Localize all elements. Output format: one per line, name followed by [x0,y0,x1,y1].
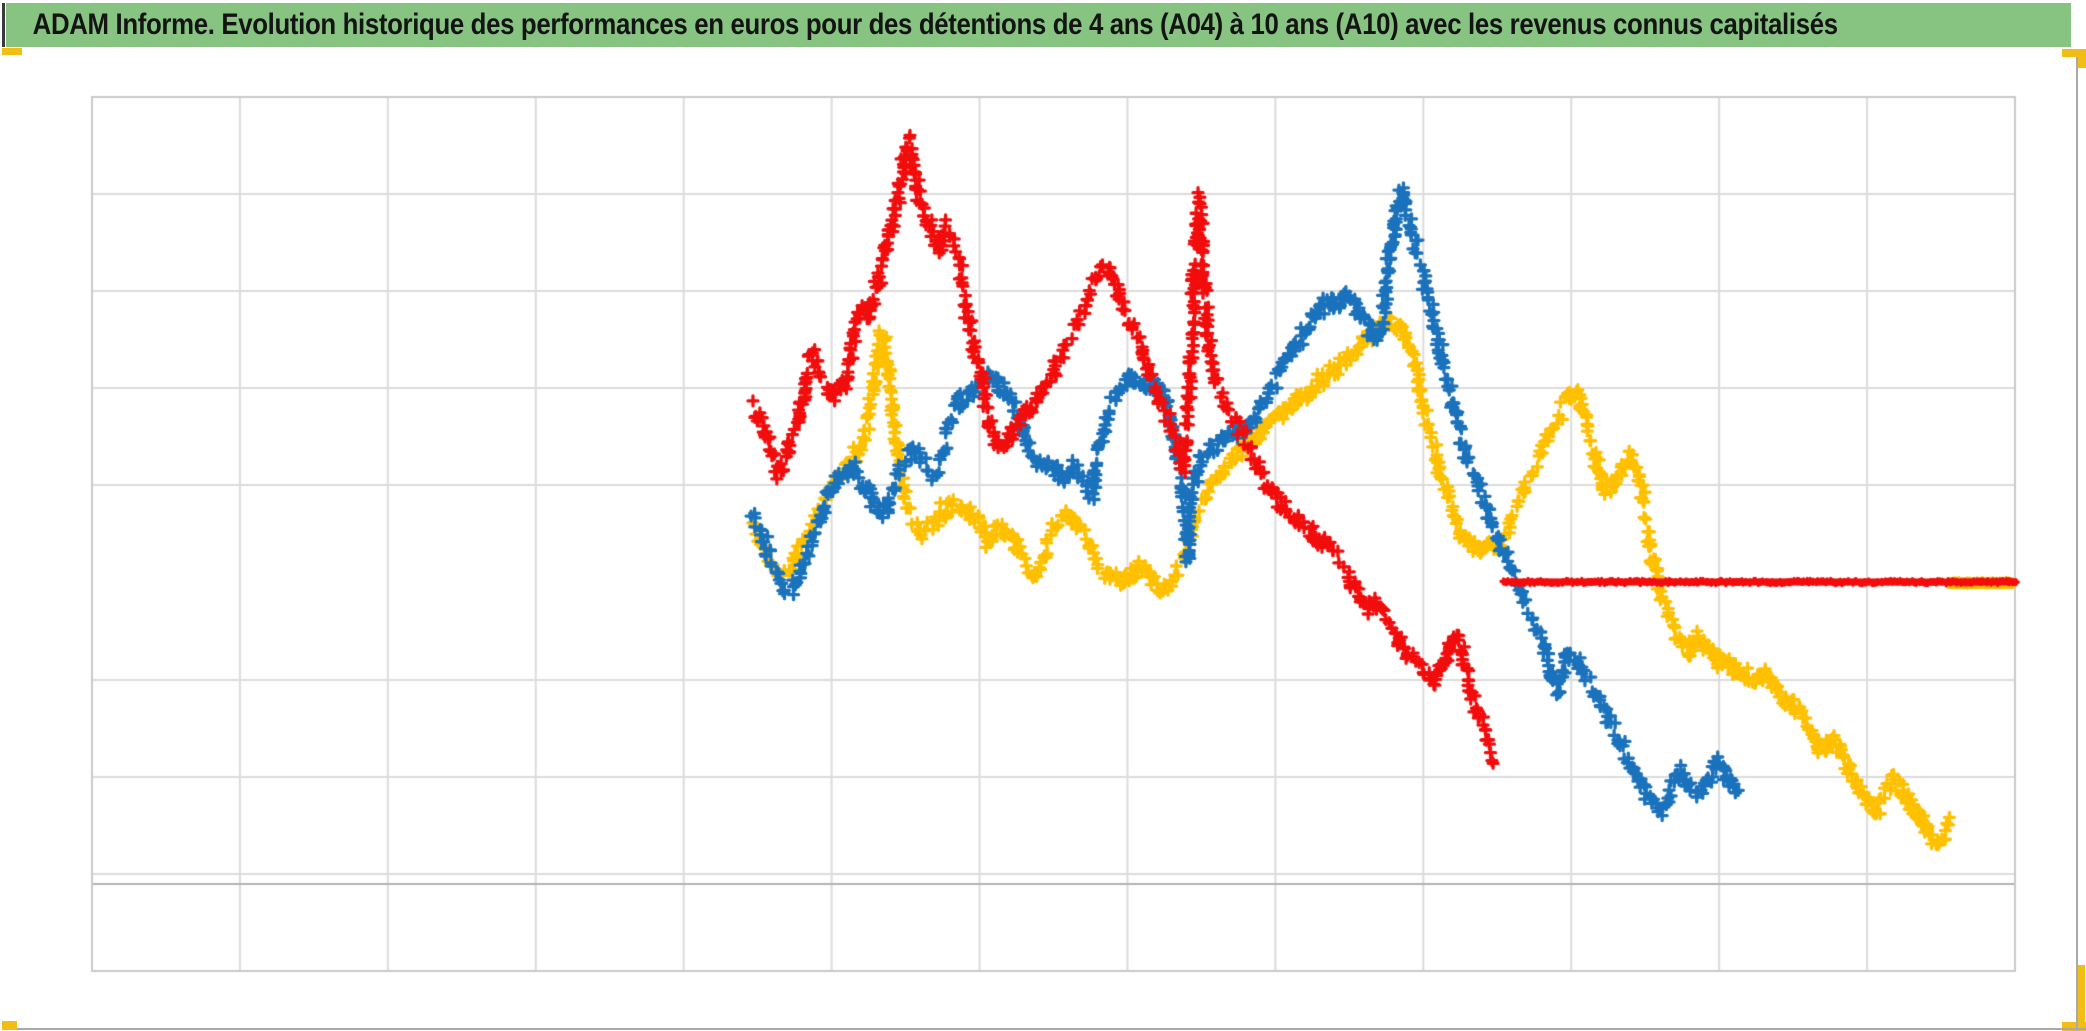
title-bar-left-edge [2,3,5,47]
corner-accent-bottom-right-vertical [2077,965,2085,1023]
corner-accent-bottom-left [2,1021,17,1030]
corner-accent-top-left [2,48,22,55]
page-title: ADAM Informe. Evolution historique des p… [32,8,1838,41]
corner-accent-top-right-horizontal [2062,49,2086,57]
title-bar: ADAM Informe. Evolution historique des p… [2,3,2071,47]
frame-bottom-line [17,1028,2086,1030]
frame-right-line [2076,57,2078,1031]
corner-accent-bottom-right-horizontal [2062,1022,2086,1031]
corner-accent-top-right-vertical [2078,49,2086,68]
